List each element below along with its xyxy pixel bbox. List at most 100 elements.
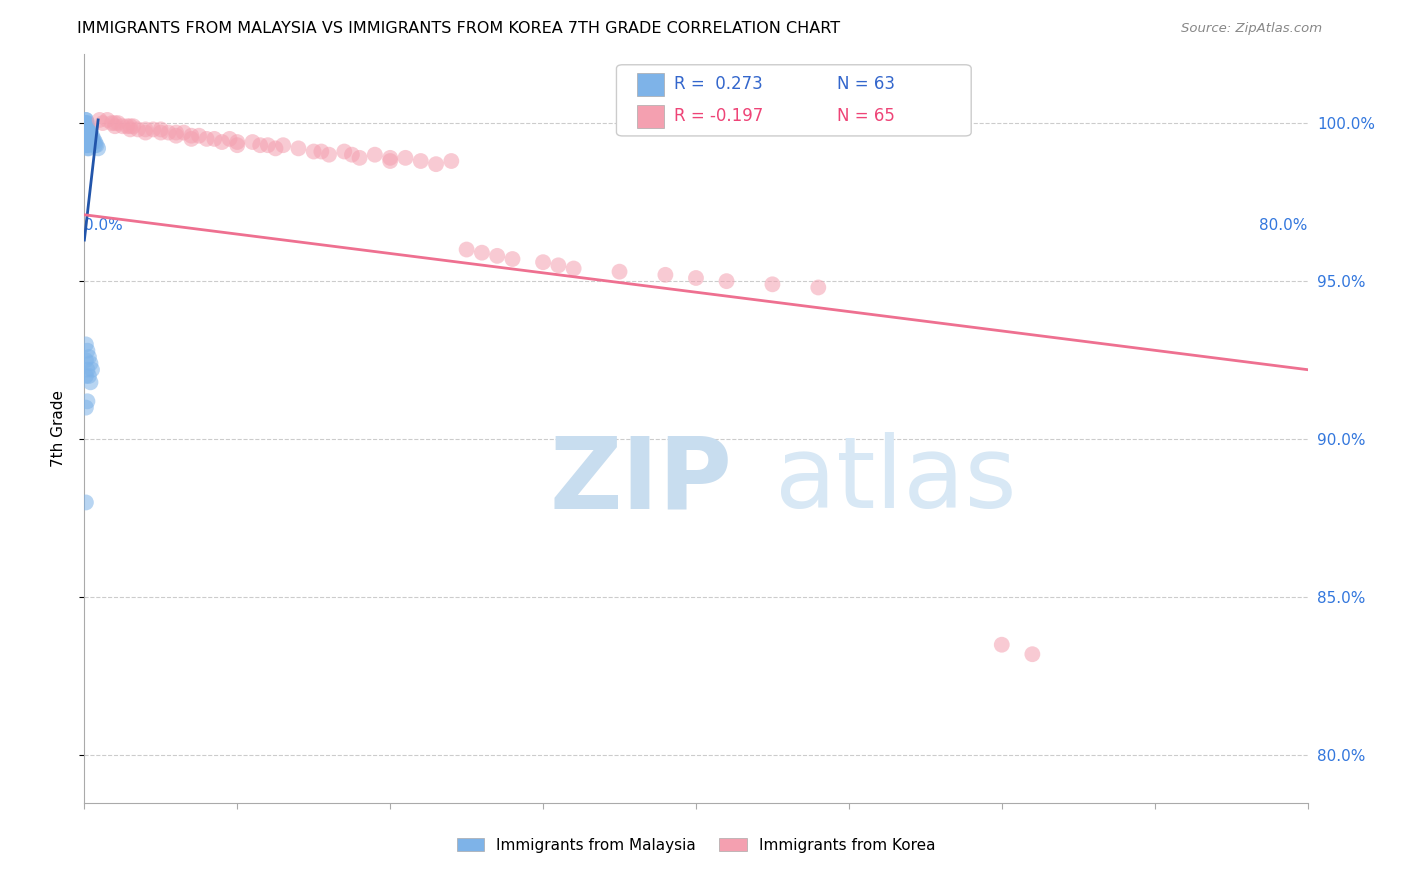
Point — [76, 138, 98, 153]
Point — [83, 135, 105, 149]
Point — [77, 138, 100, 153]
Point — [149, 126, 172, 140]
Point — [80, 362, 103, 376]
Point — [77, 126, 100, 140]
Point — [75, 401, 97, 415]
Point — [77, 141, 100, 155]
Point — [75, 116, 97, 130]
Point — [79, 126, 101, 140]
Point — [257, 138, 280, 153]
Point — [440, 154, 463, 169]
Point — [104, 120, 127, 134]
Text: N = 65: N = 65 — [837, 107, 894, 125]
Point — [79, 376, 101, 390]
Point — [531, 255, 554, 269]
Point — [75, 138, 97, 153]
Point — [80, 128, 103, 143]
Point — [75, 369, 97, 384]
Point — [77, 369, 100, 384]
Point — [75, 120, 97, 134]
Point — [218, 132, 240, 146]
Point — [83, 132, 105, 146]
Point — [75, 120, 97, 134]
Point — [75, 128, 97, 143]
Point — [685, 271, 707, 285]
Point — [89, 112, 111, 127]
Bar — [637, 105, 664, 128]
Point — [101, 116, 124, 130]
Point — [340, 147, 363, 161]
Point — [79, 128, 101, 143]
Text: R =  0.273: R = 0.273 — [673, 76, 762, 94]
Point — [76, 120, 98, 134]
Point — [149, 122, 172, 136]
Point — [311, 145, 333, 159]
Point — [76, 128, 98, 143]
Point — [502, 252, 524, 266]
Point — [165, 126, 187, 140]
Legend: Immigrants from Malaysia, Immigrants from Korea: Immigrants from Malaysia, Immigrants fro… — [450, 831, 942, 859]
Point — [79, 135, 101, 149]
Point — [654, 268, 676, 282]
Point — [75, 132, 97, 146]
Point — [84, 135, 107, 149]
Point — [287, 141, 309, 155]
Point — [471, 245, 494, 260]
Point — [364, 147, 387, 161]
Point — [75, 126, 97, 140]
Point — [180, 132, 202, 146]
Point — [75, 135, 97, 149]
Point — [75, 132, 97, 146]
Point — [75, 120, 97, 134]
Point — [120, 120, 142, 134]
Point — [394, 151, 416, 165]
Point — [77, 135, 100, 149]
Point — [76, 132, 98, 146]
Point — [77, 128, 100, 143]
Point — [91, 116, 114, 130]
Point — [425, 157, 447, 171]
Point — [562, 261, 585, 276]
Point — [226, 135, 249, 149]
Point — [302, 145, 325, 159]
Point — [76, 362, 98, 376]
Point — [104, 116, 127, 130]
Point — [86, 138, 108, 153]
Point — [80, 135, 103, 149]
Point — [84, 138, 107, 153]
Point — [77, 132, 100, 146]
Point — [107, 116, 129, 130]
Y-axis label: 7th Grade: 7th Grade — [51, 390, 66, 467]
Text: R = -0.197: R = -0.197 — [673, 107, 763, 125]
Point — [242, 135, 264, 149]
Point — [716, 274, 738, 288]
Point — [87, 141, 110, 155]
Point — [80, 132, 103, 146]
Bar — [637, 73, 664, 95]
Point — [75, 112, 97, 127]
Point — [127, 122, 149, 136]
Point — [75, 128, 97, 143]
Point — [188, 128, 211, 143]
Point — [142, 122, 165, 136]
Point — [547, 258, 569, 272]
Point — [75, 135, 97, 149]
Point — [157, 126, 180, 140]
Point — [380, 151, 402, 165]
Point — [409, 154, 432, 169]
Point — [75, 116, 97, 130]
Point — [76, 141, 98, 155]
Point — [318, 147, 340, 161]
Point — [991, 638, 1014, 652]
Text: 80.0%: 80.0% — [1260, 219, 1308, 234]
Point — [76, 135, 98, 149]
Point — [135, 126, 157, 140]
Point — [96, 112, 118, 127]
Point — [195, 132, 218, 146]
Text: ZIP: ZIP — [550, 432, 733, 529]
Point — [76, 394, 98, 409]
Point — [79, 356, 101, 370]
Point — [249, 138, 271, 153]
Point — [271, 138, 294, 153]
Point — [122, 120, 145, 134]
